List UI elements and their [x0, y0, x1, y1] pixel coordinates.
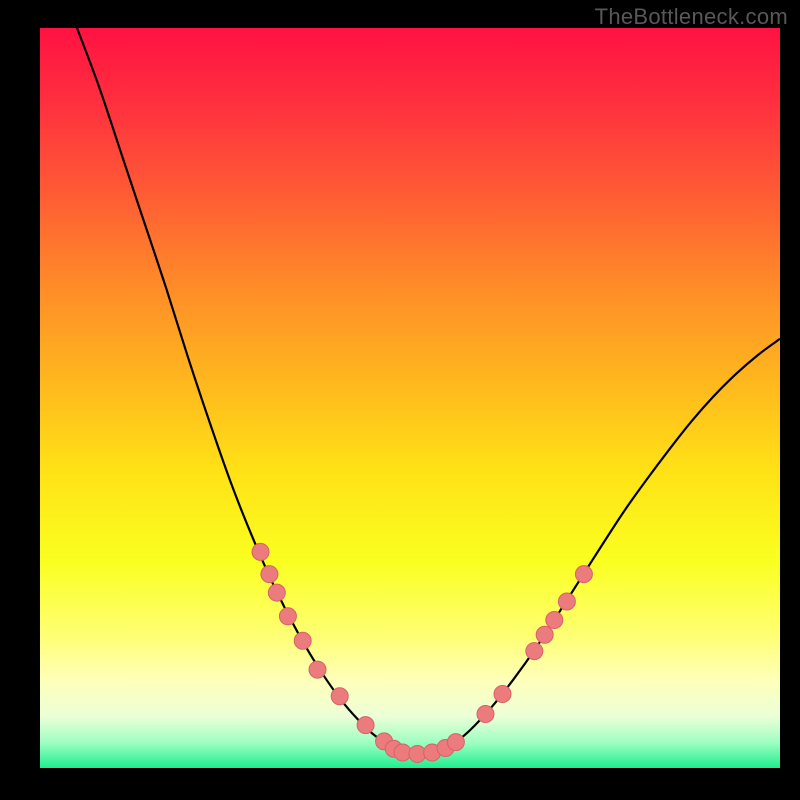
data-marker: [536, 626, 553, 643]
data-marker: [309, 661, 326, 678]
data-marker: [494, 686, 511, 703]
data-marker: [261, 566, 278, 583]
data-marker: [447, 734, 464, 751]
data-marker: [294, 632, 311, 649]
data-marker: [575, 566, 592, 583]
data-marker: [357, 717, 374, 734]
plot-area: [40, 28, 780, 768]
chart-svg: [40, 28, 780, 768]
data-marker: [558, 593, 575, 610]
data-marker: [477, 705, 494, 722]
bottleneck-curve: [77, 28, 780, 754]
data-marker: [331, 688, 348, 705]
data-marker: [546, 612, 563, 629]
watermark-text: TheBottleneck.com: [595, 4, 788, 30]
data-marker: [526, 643, 543, 660]
data-markers: [252, 543, 592, 762]
data-marker: [252, 543, 269, 560]
data-marker: [279, 608, 296, 625]
data-marker: [268, 584, 285, 601]
